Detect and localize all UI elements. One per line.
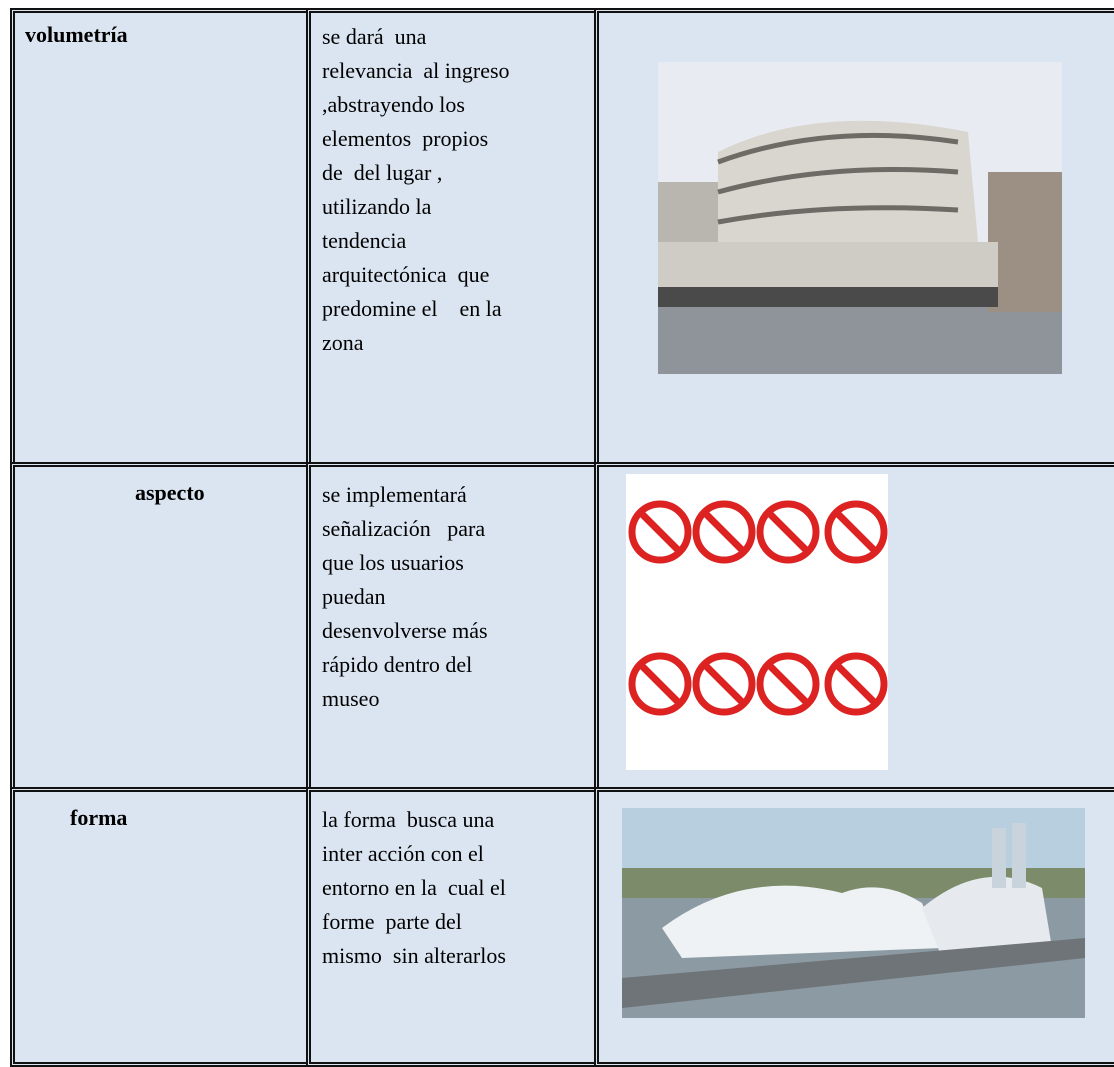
text-line: que los usuarios bbox=[322, 550, 464, 575]
text-line: forme parte del bbox=[322, 909, 462, 934]
text-line: desenvolverse más bbox=[322, 618, 488, 643]
text-line: mismo sin alterarlos bbox=[322, 943, 506, 968]
text-line: elementos propios bbox=[322, 126, 489, 151]
cell bbox=[306, 462, 600, 793]
text-line: se dará una bbox=[322, 24, 427, 49]
text-line: museo bbox=[322, 686, 380, 711]
text-line: utilizando la bbox=[322, 194, 432, 219]
signs-image bbox=[626, 474, 888, 770]
museum-photo bbox=[658, 62, 1062, 374]
cell bbox=[10, 787, 312, 1067]
text-line: zona bbox=[322, 330, 364, 355]
text-line: se implementará bbox=[322, 482, 467, 507]
cell bbox=[10, 8, 312, 468]
text-line: entorno en la cual el bbox=[322, 875, 506, 900]
text-line: predomine el en la bbox=[322, 296, 502, 321]
text-line: arquitectónica que bbox=[322, 262, 490, 287]
text-line: de del lugar , bbox=[322, 160, 443, 185]
text-line: rápido dentro del bbox=[322, 652, 473, 677]
text-line: ,abstrayendo los bbox=[322, 92, 465, 117]
text-line: señalización para bbox=[322, 516, 486, 541]
text-line: puedan bbox=[322, 584, 386, 609]
text-line: la forma busca una bbox=[322, 807, 495, 832]
text-line: tendencia bbox=[322, 228, 407, 253]
text-line: relevancia al ingreso bbox=[322, 58, 510, 83]
row-label: aspecto bbox=[135, 480, 205, 505]
row-label: forma bbox=[70, 805, 128, 830]
text-line: inter acción con el bbox=[322, 841, 484, 866]
cell bbox=[306, 8, 600, 468]
cell bbox=[10, 462, 312, 793]
row-label: volumetría bbox=[25, 22, 128, 47]
render-image bbox=[622, 808, 1085, 1018]
